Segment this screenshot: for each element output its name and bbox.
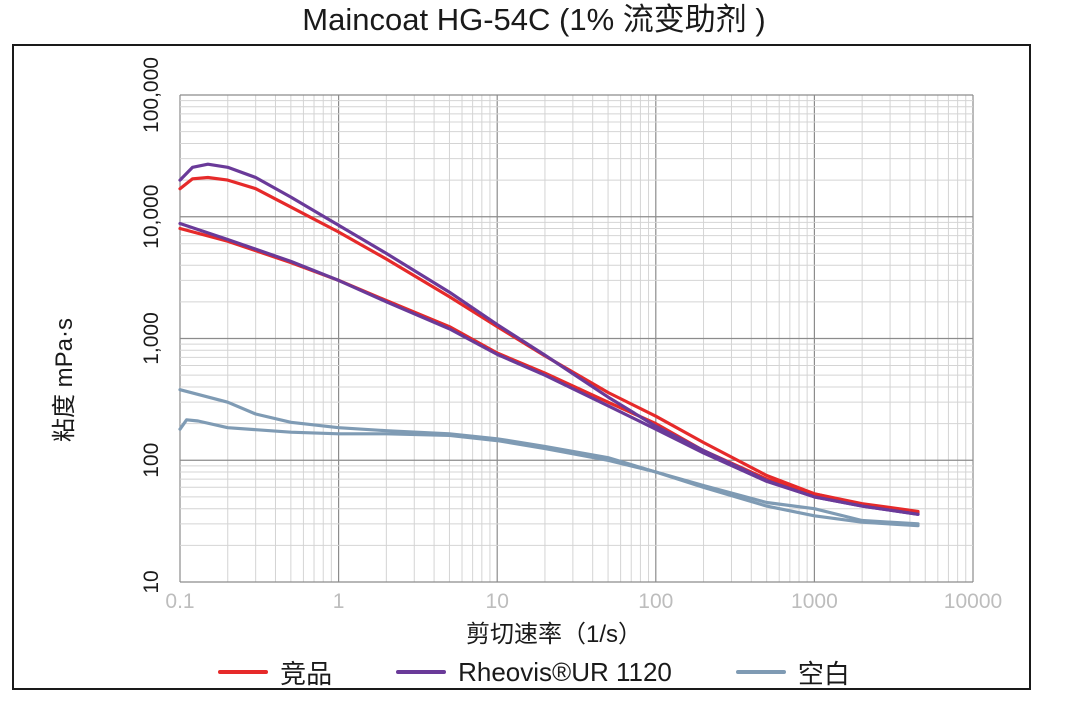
x-axis-label: 剪切速率（1/s）: [466, 621, 642, 648]
legend-label: Rheovis®UR 1120: [458, 656, 672, 687]
data-lines: [178, 162, 920, 528]
y-tick-label: 10: [140, 570, 163, 593]
legend: 竞品 Rheovis®UR 1120 空白: [0, 652, 1068, 692]
legend-label: 竞品: [280, 658, 333, 689]
x-tick-label: 1000: [791, 590, 838, 613]
chart-title: Maincoat HG-54C (1% 流变助剂 ): [302, 2, 766, 37]
legend-swatch: [218, 670, 269, 674]
grid: [179, 94, 974, 583]
legend-swatch: [735, 670, 786, 674]
legend-label: 空白: [797, 658, 850, 689]
series-line: [178, 418, 920, 528]
y-tick-label: 10,000: [140, 185, 163, 249]
legend-item: 空白: [735, 654, 850, 691]
y-tick-label: 100,000: [140, 57, 163, 133]
legend-item: 竞品: [218, 654, 332, 691]
x-tick-label: 1: [333, 590, 345, 613]
y-tick-label: 1,000: [140, 312, 163, 365]
x-tick-label: 0.1: [165, 590, 194, 613]
y-tick-label: 100: [140, 443, 163, 478]
legend-item: Rheovis®UR 1120: [396, 657, 672, 688]
chart-frame: [12, 44, 1031, 690]
y-axis-ticks: 10 100 1,000 10,000 100,000: [140, 57, 163, 594]
x-tick-label: 100: [638, 590, 673, 613]
series-line: [178, 221, 920, 516]
series-line: [178, 388, 920, 526]
x-tick-label: 10000: [944, 590, 1002, 613]
x-axis-ticks: 0.1 1 10 100 1000 10000: [165, 590, 1002, 613]
series-line: [178, 175, 920, 513]
y-axis-label: 粘度 mPa·s: [51, 318, 78, 442]
x-tick-label: 10: [486, 590, 509, 613]
legend-swatch: [396, 670, 447, 674]
